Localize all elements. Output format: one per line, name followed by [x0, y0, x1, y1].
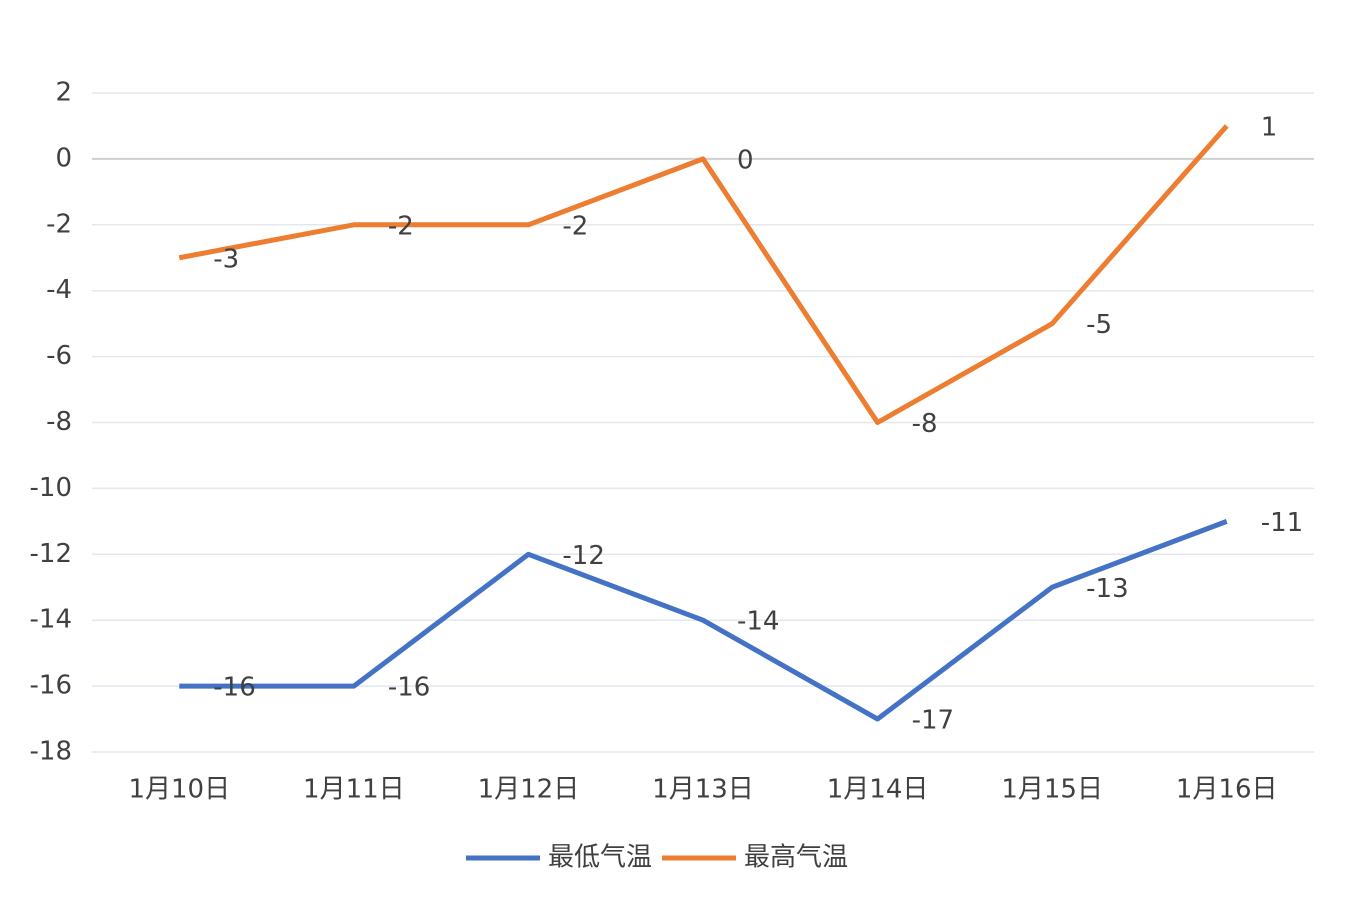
x-tick-label: 1月16日: [1176, 775, 1278, 805]
data-label: -14: [737, 607, 779, 637]
data-label: -16: [388, 673, 430, 703]
y-tick-label: -4: [46, 275, 72, 305]
data-label: -8: [912, 409, 938, 439]
data-label: -11: [1261, 508, 1303, 538]
y-tick-label: -12: [30, 539, 72, 569]
data-label: 1: [1261, 112, 1278, 142]
data-label: 0: [737, 145, 754, 175]
x-tick-label: 1月15日: [1001, 775, 1103, 805]
x-tick-label: 1月11日: [303, 775, 405, 805]
y-tick-label: -8: [46, 407, 72, 437]
legend-label: 最低气温: [548, 843, 652, 873]
data-label: -16: [213, 673, 255, 703]
data-label: -5: [1086, 310, 1112, 340]
y-tick-label: 2: [55, 78, 72, 108]
legend-label: 最高气温: [744, 843, 848, 873]
data-label: -2: [388, 211, 414, 241]
x-tick-label: 1月10日: [128, 775, 230, 805]
y-tick-label: -14: [30, 605, 72, 635]
y-tick-label: 0: [55, 143, 72, 173]
series-line: [178, 124, 1229, 425]
data-label: -2: [562, 211, 588, 241]
data-label: -13: [1086, 574, 1128, 604]
y-tick-label: -10: [30, 473, 72, 503]
y-tick-label: -2: [46, 209, 72, 239]
y-tick-label: -18: [30, 737, 72, 767]
data-label: -17: [912, 706, 954, 736]
data-label: -3: [213, 244, 239, 274]
x-tick-label: 1月14日: [827, 775, 929, 805]
x-tick-label: 1月13日: [652, 775, 754, 805]
y-tick-label: -6: [46, 341, 72, 371]
x-tick-label: 1月12日: [478, 775, 580, 805]
data-label: -12: [562, 541, 604, 571]
y-tick-label: -16: [30, 671, 72, 701]
series-line: [179, 519, 1228, 722]
